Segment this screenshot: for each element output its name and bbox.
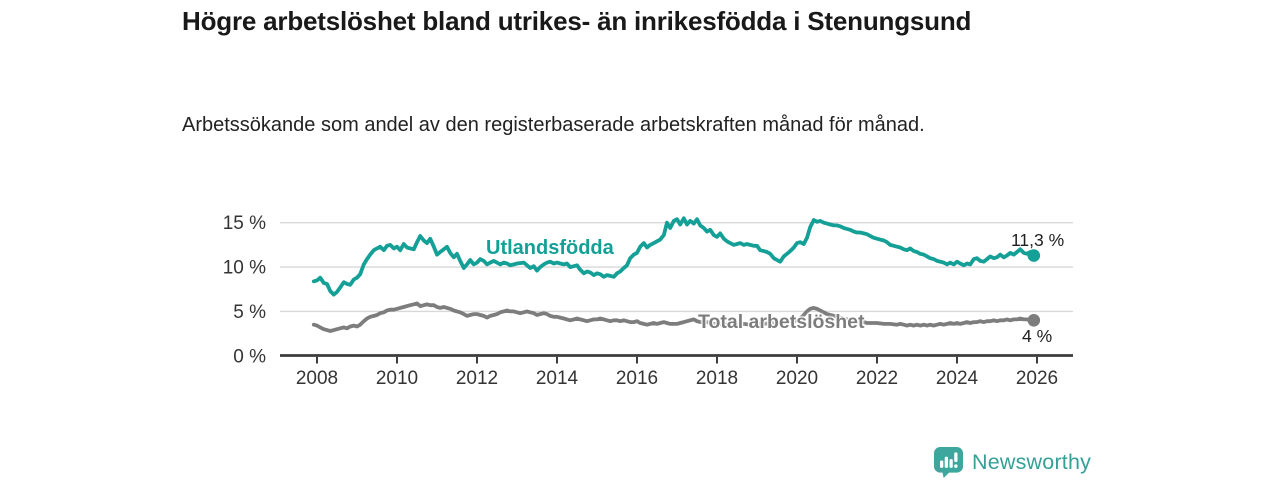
series-line-utlandsf-dda xyxy=(311,216,1036,297)
chart-subtitle: Arbetssökande som andel av den registerb… xyxy=(182,114,925,136)
x-axis-tick-label: 2012 xyxy=(456,368,498,389)
end-value-total: 4 % xyxy=(1022,326,1053,346)
newsworthy-logo[interactable]: Newsworthy xyxy=(933,446,1091,478)
x-axis-tick-label: 2020 xyxy=(776,368,818,389)
x-axis-tick-label: 2026 xyxy=(1016,368,1058,389)
x-axis-tick-label: 2010 xyxy=(376,368,418,389)
x-axis-tick-label: 2018 xyxy=(696,368,738,389)
y-axis-tick-label: 15 % xyxy=(223,213,266,234)
newsworthy-wordmark: Newsworthy xyxy=(972,449,1092,474)
y-axis-tick-label: 0 % xyxy=(233,346,266,367)
series-end-dot-utlandsf-dda xyxy=(1027,249,1041,262)
y-axis-tick-label: 5 % xyxy=(233,302,266,323)
x-axis-tick-label: 2022 xyxy=(856,368,898,389)
x-axis-tick-label: 2016 xyxy=(616,368,658,389)
series-line-total-arbetsl-shet xyxy=(311,301,1036,333)
bar-chart-speech-bubble-icon xyxy=(933,446,964,478)
x-axis-tick-label: 2008 xyxy=(296,368,338,389)
series-label-utlandsfodda: Utlandsfödda xyxy=(486,237,614,259)
x-axis-tick-label: 2014 xyxy=(536,368,579,389)
y-axis-tick-label: 10 % xyxy=(223,258,266,279)
end-value-utlandsfodda: 11,3 % xyxy=(1011,230,1065,250)
chart-title: Högre arbetslöshet bland utrikes- än inr… xyxy=(182,6,972,36)
x-axis-tick-label: 2024 xyxy=(936,368,979,389)
series-label-total-arbetsloshet: Total arbetslöshet xyxy=(698,311,865,333)
series-end-dot-total-arbetsl-shet xyxy=(1027,314,1041,327)
